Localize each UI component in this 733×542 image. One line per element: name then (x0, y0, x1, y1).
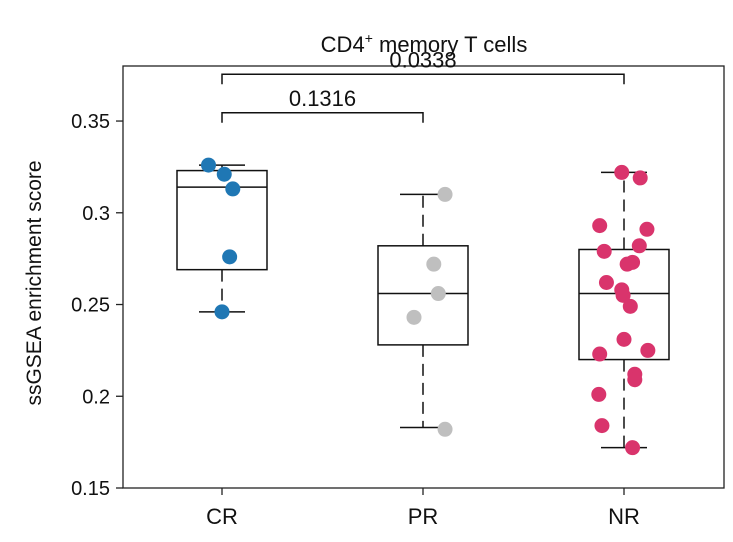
y-tick-label: 0.15 (71, 478, 110, 500)
data-point-nr (631, 238, 647, 254)
data-point-nr (640, 342, 656, 358)
data-point-nr (619, 256, 635, 272)
comparison-p-value: 0.1316 (289, 86, 356, 111)
comparison-bracket (221, 73, 625, 85)
data-point-cr (214, 304, 230, 320)
chart-title-superscript: + (365, 30, 373, 46)
data-point-nr (591, 386, 607, 402)
point-series (201, 157, 656, 456)
y-axis-ticks: 0.15 0.2 0.25 0.3 0.35 (71, 111, 123, 500)
data-point-cr (216, 166, 232, 182)
x-tick-label: CR (206, 504, 238, 529)
data-point-cr (225, 181, 241, 197)
box-iqr (176, 169, 268, 271)
y-tick-label: 0.3 (82, 203, 110, 225)
data-point-pr (437, 421, 453, 437)
chart-title-main: CD4 (321, 32, 365, 57)
x-tick-label: NR (608, 504, 640, 529)
x-axis-ticks: CR PR NR (206, 488, 640, 529)
data-point-nr (616, 331, 632, 347)
box-series (176, 164, 670, 449)
y-tick-label: 0.35 (71, 111, 110, 133)
data-point-pr (406, 309, 422, 325)
box-iqr (377, 245, 469, 346)
data-point-nr (627, 372, 643, 388)
data-point-nr (598, 275, 614, 291)
data-point-nr (639, 221, 655, 237)
data-point-cr (201, 157, 216, 173)
data-point-nr (592, 218, 608, 234)
x-tick-label: PR (408, 504, 439, 529)
y-tick-label: 0.25 (71, 295, 110, 317)
box-iqr (578, 248, 670, 361)
data-point-nr (594, 418, 610, 434)
data-point-cr (222, 249, 238, 265)
data-point-pr (426, 256, 442, 272)
comparison-bracket (221, 112, 424, 123)
data-point-nr (625, 440, 641, 456)
data-point-nr (622, 298, 638, 314)
data-point-pr (430, 286, 446, 302)
data-point-pr (437, 186, 453, 202)
data-point-nr (632, 170, 648, 186)
y-tick-label: 0.2 (82, 386, 110, 408)
box-cr (176, 164, 268, 313)
comparison-p-value: 0.0338 (389, 47, 456, 72)
chart-title: CD4+ memory T cells (321, 30, 528, 57)
significance-brackets: 0.1316 0.0338 (221, 47, 625, 123)
data-point-nr (596, 243, 612, 259)
data-point-nr (614, 164, 630, 180)
y-axis-label: ssGSEA enrichment score (23, 160, 46, 405)
box-pr (377, 193, 469, 429)
chart-title-suffix: memory T cells (373, 32, 527, 57)
data-point-nr (615, 287, 631, 303)
data-point-nr (592, 346, 608, 362)
